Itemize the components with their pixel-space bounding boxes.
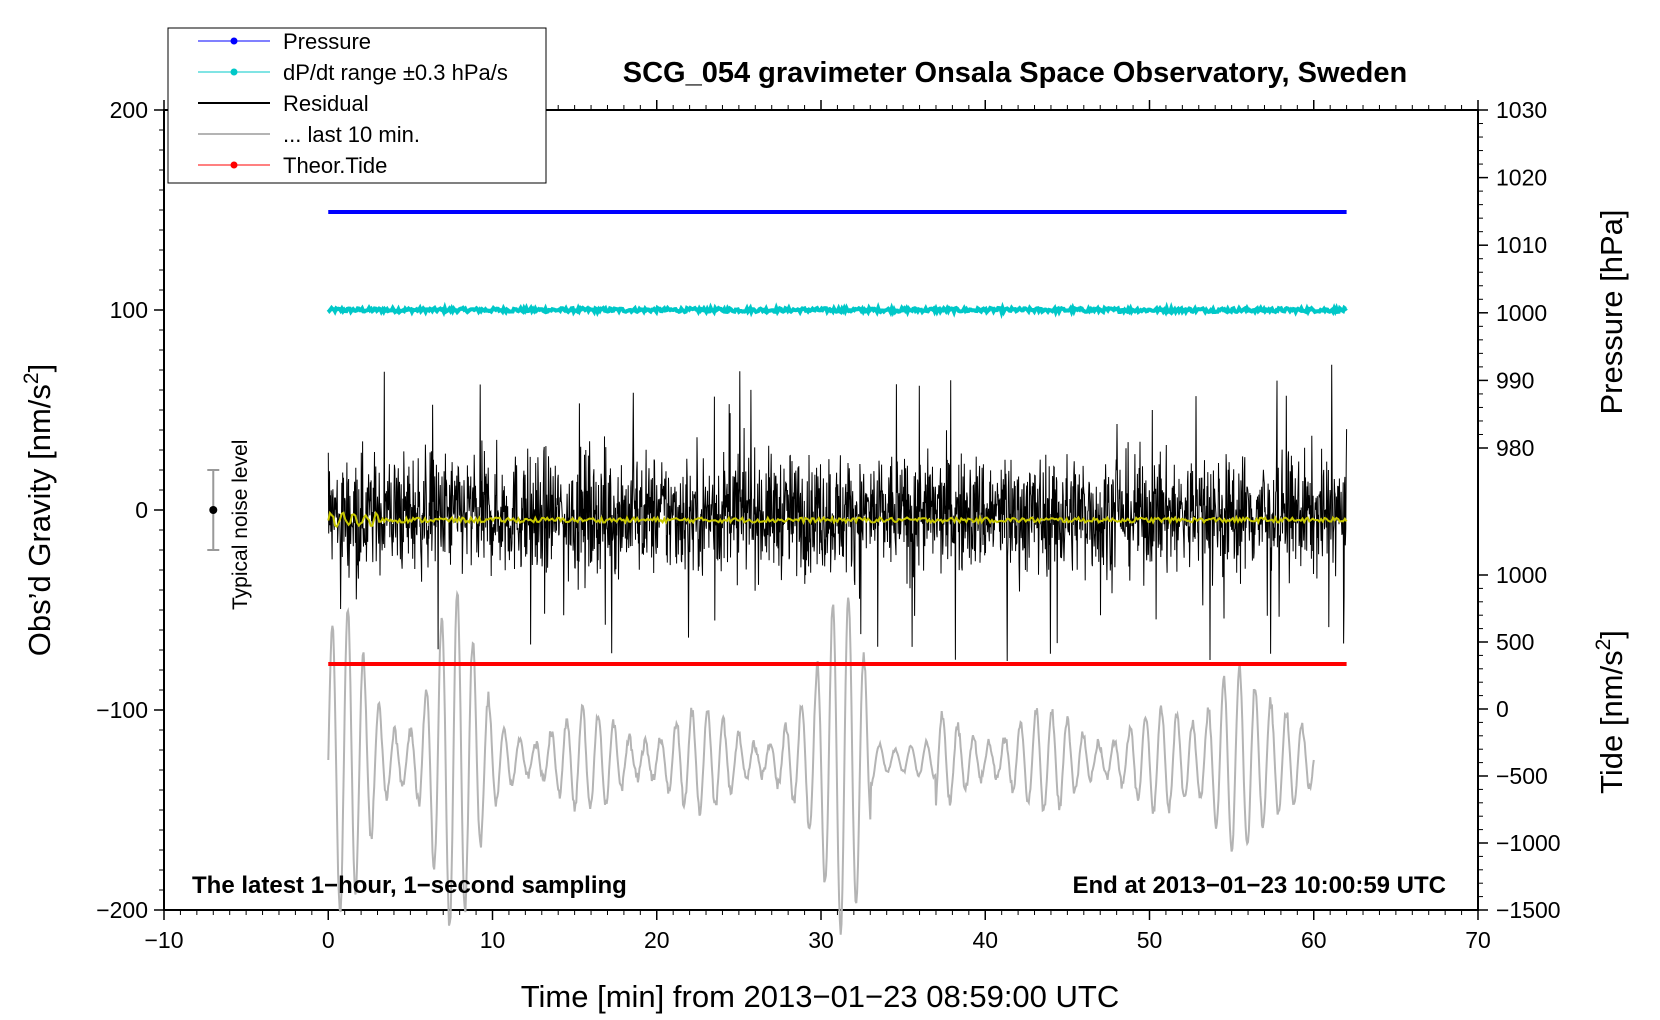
noise-label: Typical noise level: [229, 440, 252, 610]
y-tick-label: 200: [110, 97, 148, 123]
pressure-tick-label: 1010: [1496, 232, 1547, 258]
tide-axis-ticks: −1500 −1000 −500 0 500 1000: [1478, 562, 1561, 923]
x-tick-label: 50: [1137, 927, 1163, 953]
x-tick-label: −10: [144, 927, 183, 953]
legend-label: Theor.Tide: [283, 153, 387, 178]
series-residual: [327, 364, 1348, 662]
typical-noise-bar: [207, 469, 220, 551]
legend-marker: [230, 68, 238, 76]
tide-tick-label: 500: [1496, 629, 1534, 655]
legend-label: ... last 10 min.: [283, 122, 420, 147]
x-tick-label: 60: [1301, 927, 1327, 953]
pressure-tick-label: 1000: [1496, 300, 1547, 326]
x-axis-title: Time [min] from 2013−01−23 08:59:00 UTC: [521, 979, 1120, 1014]
pressure-axis-ticks: 980 990 1000 1010 1020 1030: [1478, 97, 1547, 461]
tide-axis-title: Tide [nm/s2]: [1592, 630, 1629, 794]
legend-box: [167, 27, 547, 184]
x-axis-ticks: −10 0 10 20 30 40 50 60 70: [144, 100, 1491, 953]
x-tick-label: 10: [480, 927, 506, 953]
pressure-tick-label: 990: [1496, 367, 1534, 393]
x-tick-label: 30: [808, 927, 834, 953]
tide-tick-label: −1000: [1496, 830, 1561, 856]
legend-label: dP/dt range ±0.3 hPa/s: [283, 60, 508, 85]
tide-tick-label: −500: [1496, 763, 1548, 789]
chart-title: SCG_054 gravimeter Onsala Space Observat…: [623, 57, 1407, 89]
pressure-tick-label: 980: [1496, 435, 1534, 461]
legend-marker: [230, 161, 238, 169]
y-tick-label: −200: [96, 897, 148, 923]
series-dpdt-range: [326, 301, 1348, 320]
tide-tick-label: −1500: [1496, 897, 1561, 923]
legend-label: Residual: [283, 91, 369, 116]
legend-marker: [230, 37, 238, 45]
x-tick-label: 40: [972, 927, 998, 953]
annotation-bottom-left: The latest 1−hour, 1−second sampling: [192, 872, 627, 899]
x-tick-label: 70: [1465, 927, 1491, 953]
y-tick-label: 0: [135, 497, 148, 523]
noise-bar-center: [209, 506, 218, 514]
tide-tick-label: 1000: [1496, 562, 1547, 588]
x-tick-label: 20: [644, 927, 670, 953]
legend: Pressure dP/dt range ±0.3 hPa/s Residual..…: [167, 27, 547, 184]
pressure-axis-title: Pressure [hPa]: [1594, 209, 1629, 414]
x-tick-label: 0: [322, 927, 335, 953]
annotation-bottom-right: End at 2013−01−23 10:00:59 UTC: [1072, 872, 1446, 899]
y-axis-ticks: −200 −100 0 100 200: [96, 97, 164, 923]
series-residual-smoothed: [327, 510, 1348, 529]
y-axis-title: Obs’d Gravity [nm/s2]: [20, 364, 57, 657]
pressure-tick-label: 1020: [1496, 165, 1547, 191]
y-tick-label: −100: [96, 697, 148, 723]
series-group: [326, 210, 1348, 935]
pressure-tick-label: 1030: [1496, 97, 1547, 123]
tide-tick-label: 0: [1496, 696, 1509, 722]
series-last-10-min: [327, 589, 1315, 935]
legend-label: Pressure: [283, 29, 371, 54]
y-tick-label: 100: [110, 297, 148, 323]
